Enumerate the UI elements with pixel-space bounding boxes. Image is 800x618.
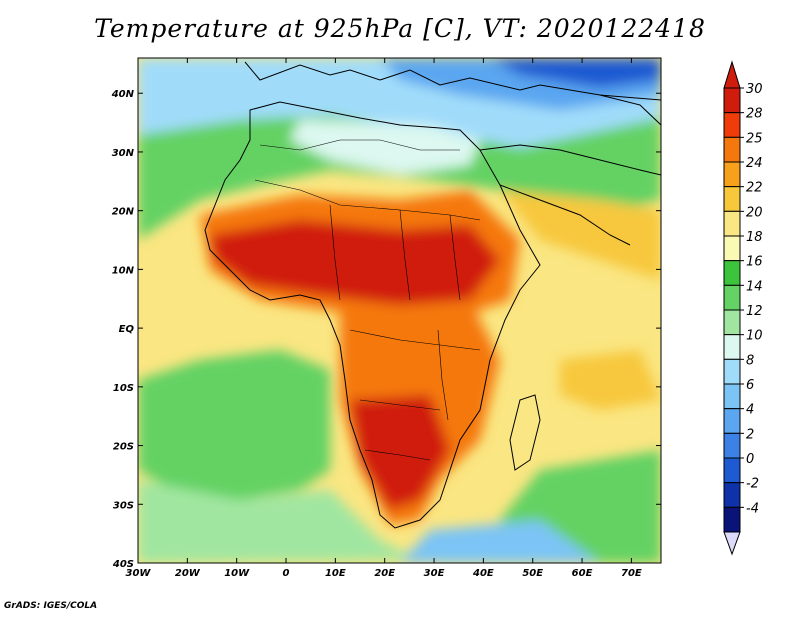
lat-tick-label: EQ — [119, 324, 135, 335]
field-south-atlantic — [138, 350, 330, 500]
border-central-west — [329, 204, 341, 301]
lat-tick-label: 10N — [112, 265, 135, 276]
border-sahel — [254, 179, 481, 221]
colorbar-swatch — [723, 136, 741, 163]
colorbar-label: -2 — [746, 477, 759, 492]
field-sahel-hot — [210, 220, 500, 305]
lon-tick-label: 20W — [175, 568, 201, 579]
border-great-lakes — [437, 329, 449, 421]
colorbar-swatch — [723, 383, 741, 410]
lat-tick-label: 20N — [112, 207, 135, 218]
colorbar-swatch — [723, 235, 741, 262]
grads-credit: GrADS: IGES/COLA — [4, 601, 98, 611]
lon-tick-label: 60E — [572, 568, 593, 579]
map-title: Temperature at 925hPa [C], VT: 202012241… — [94, 14, 706, 43]
field-south-cold — [400, 520, 600, 563]
axis-ticks — [137, 58, 661, 564]
lon-tick-label: 50E — [522, 568, 543, 579]
lat-tick-label: 20S — [113, 442, 134, 453]
colorbar-swatch — [723, 358, 741, 385]
colorbar-top-triangle — [723, 60, 741, 89]
lon-tick-label: 30W — [126, 568, 152, 579]
field-north-colder — [490, 58, 661, 88]
colorbar-swatch — [723, 309, 741, 336]
lat-axis-labels: 40N 30N 20N 10N EQ 10S 20S 30S 40S — [111, 89, 135, 570]
lon-tick-label: 30E — [424, 568, 445, 579]
border-central-east — [449, 214, 461, 301]
field-south-hot — [350, 395, 450, 510]
field-south-west-cool — [138, 480, 420, 563]
colorbar-swatch — [723, 408, 741, 434]
colorbar-label: 16 — [746, 255, 763, 270]
border-central — [399, 209, 411, 301]
lon-tick-label: 10E — [325, 568, 346, 579]
colorbar-swatch — [723, 210, 741, 237]
colorbar-swatch — [723, 457, 741, 484]
field-arabia-warm — [500, 190, 661, 280]
colorbar-label: 24 — [746, 156, 763, 171]
lat-tick-label: 30N — [112, 148, 135, 159]
lon-tick-label: 20E — [374, 568, 395, 579]
colorbar-label: 2 — [746, 427, 754, 442]
colorbar-label: 18 — [746, 230, 763, 245]
coastline-arabia-south — [499, 184, 631, 246]
coastline-europe — [244, 61, 661, 101]
lon-tick-label: 40E — [472, 568, 494, 579]
colorbar-label: 10 — [746, 329, 763, 344]
colorbar-label: 4 — [746, 403, 754, 418]
field-sahara-cool — [290, 120, 480, 175]
field-indian-warm — [560, 350, 661, 410]
colorbar-label: -4 — [746, 501, 759, 516]
border-south — [364, 449, 431, 461]
colorbar-swatch — [723, 506, 741, 533]
lon-tick-label: 10W — [224, 568, 250, 579]
border-north-africa — [259, 139, 460, 151]
coastline-asia — [599, 94, 661, 126]
country-borders — [254, 139, 481, 461]
colorbar-bottom-triangle — [723, 531, 741, 556]
lat-tick-label: 40N — [111, 89, 135, 100]
temperature-field — [138, 58, 661, 563]
colorbar-swatch — [723, 432, 741, 459]
border-equatorial — [349, 329, 481, 351]
colorbar-label: 12 — [746, 304, 763, 319]
lat-tick-label: 30S — [113, 500, 134, 511]
colorbar-label: 6 — [746, 378, 754, 393]
colorbar-swatch — [723, 482, 741, 508]
colorbar-swatch — [723, 284, 741, 311]
colorbar-swatch — [723, 186, 741, 212]
colorbar-swatch — [723, 112, 741, 138]
lat-tick-label: 40S — [112, 559, 134, 570]
border-southern — [359, 399, 441, 411]
lon-tick-label: 70E — [621, 568, 642, 579]
coastline-madagascar — [509, 394, 541, 471]
colorbar-label: 8 — [746, 353, 754, 368]
lon-tick-label: 0 — [283, 568, 290, 579]
colorbar-swatch — [723, 260, 741, 286]
coastline-arabia-north — [479, 144, 661, 176]
colorbar-label: 30 — [746, 82, 763, 97]
colorbar-label: 20 — [746, 205, 763, 220]
coastlines — [204, 61, 661, 529]
colorbar-swatch — [723, 334, 741, 360]
lat-tick-label: 10S — [113, 383, 134, 394]
colorbar-label: 22 — [746, 181, 763, 196]
colorbar-label: 25 — [746, 131, 763, 146]
coastline-africa — [204, 101, 541, 529]
colorbar-label: 14 — [746, 279, 763, 294]
colorbar-swatch — [723, 161, 741, 188]
colorbar-label: 28 — [746, 107, 763, 122]
colorbar-swatch — [723, 87, 741, 114]
lon-axis-labels: 30W 20W 10W 0 10E 20E 30E 40E 50E 60E 70E — [126, 568, 642, 579]
plot-frame — [137, 57, 662, 564]
colorbar-label: 0 — [746, 452, 754, 467]
